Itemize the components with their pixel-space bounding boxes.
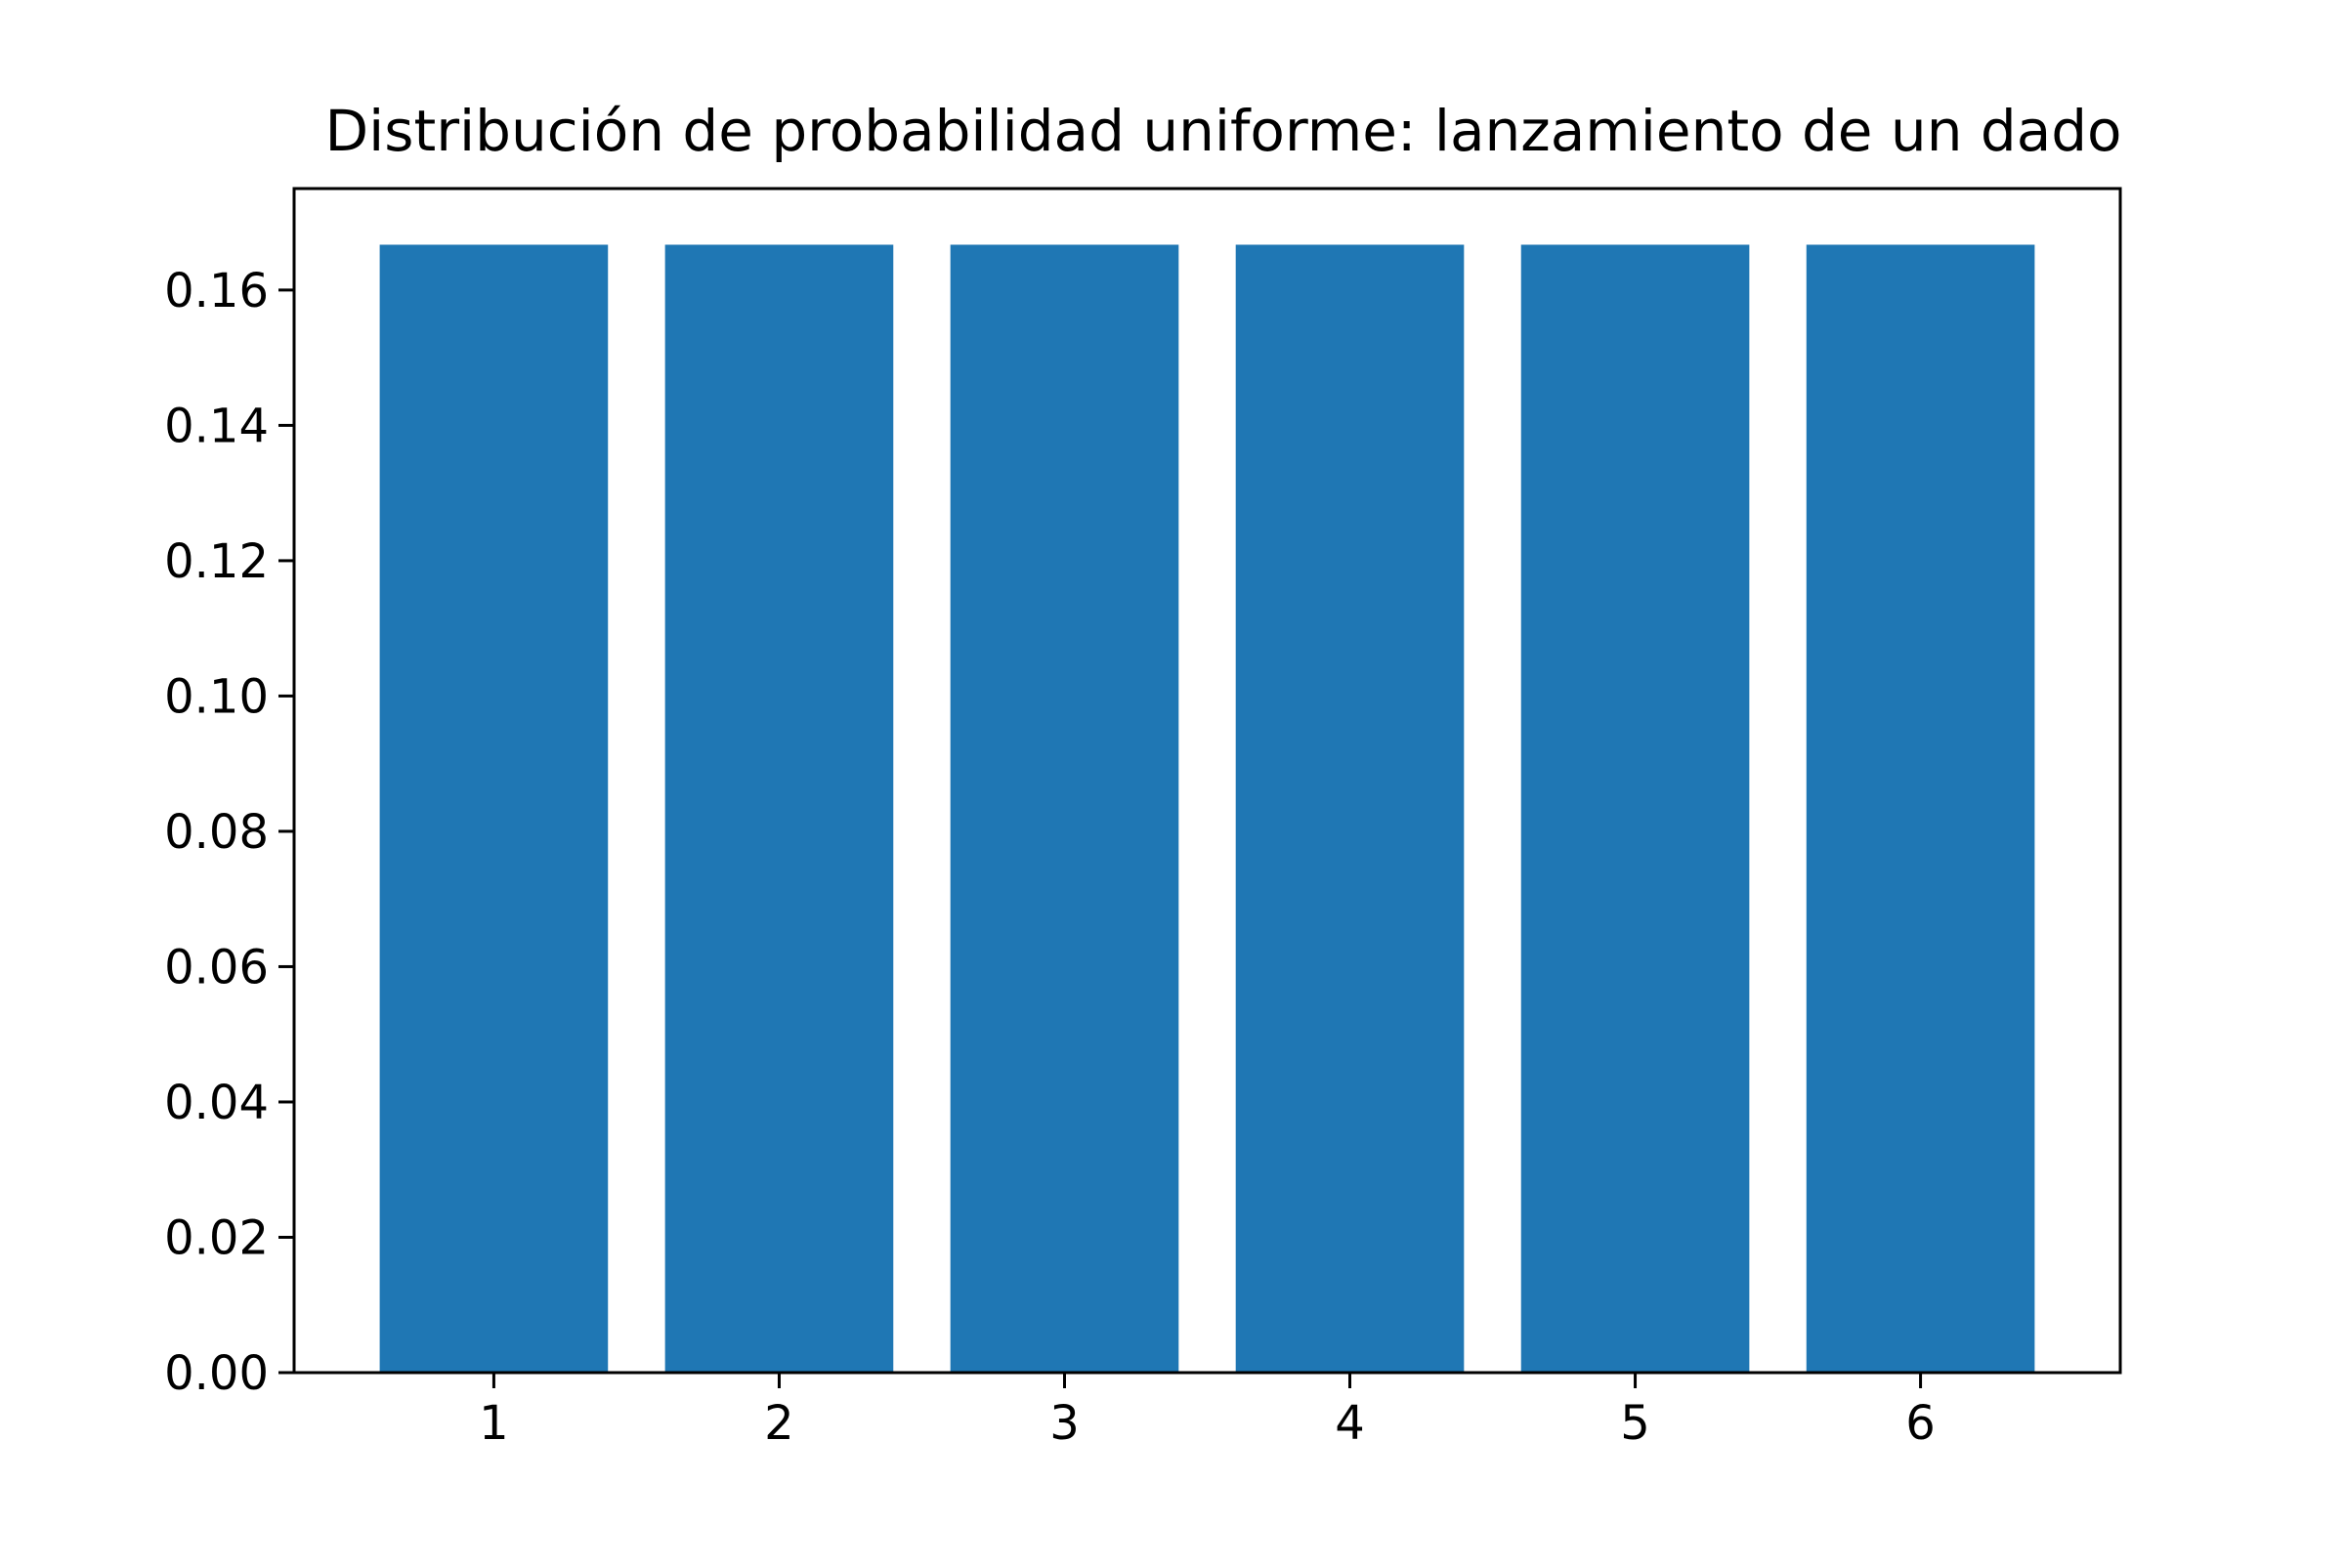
x-axis: 1 2 3 4 5 6 bbox=[479, 1373, 1936, 1451]
plot-frame bbox=[292, 187, 2122, 1375]
chart-title: Distribución de probabilidad uniforme: l… bbox=[324, 98, 2121, 164]
bar-4 bbox=[1235, 244, 1465, 1374]
bar-2 bbox=[664, 244, 894, 1374]
y-axis: 0.00 0.02 0.04 0.06 0.08 0.10 0.12 0.14 0.16 bbox=[164, 264, 294, 1401]
y-tick-label: 0.04 bbox=[164, 1076, 269, 1130]
x-tick-label: 3 bbox=[1049, 1396, 1080, 1451]
y-tick-label: 0.16 bbox=[164, 264, 269, 318]
y-tick-label: 0.02 bbox=[164, 1210, 269, 1265]
y-tick-label: 0.06 bbox=[164, 940, 269, 995]
y-tick-label: 0.08 bbox=[164, 805, 269, 860]
y-tick-label: 0.10 bbox=[164, 669, 269, 724]
x-tick-label: 4 bbox=[1335, 1396, 1365, 1451]
bar-1 bbox=[379, 244, 609, 1374]
x-tick-label: 5 bbox=[1620, 1396, 1650, 1451]
bars-group bbox=[379, 244, 2035, 1374]
x-tick-label: 6 bbox=[1905, 1396, 1936, 1451]
bar-3 bbox=[950, 244, 1179, 1374]
y-tick-label: 0.14 bbox=[164, 399, 269, 453]
y-tick-label: 0.00 bbox=[164, 1346, 269, 1401]
x-tick-label: 1 bbox=[479, 1396, 509, 1451]
y-tick-label: 0.12 bbox=[164, 534, 269, 589]
bar-6 bbox=[1806, 244, 2035, 1374]
bar-5 bbox=[1520, 244, 1750, 1374]
x-tick-label: 2 bbox=[764, 1396, 794, 1451]
